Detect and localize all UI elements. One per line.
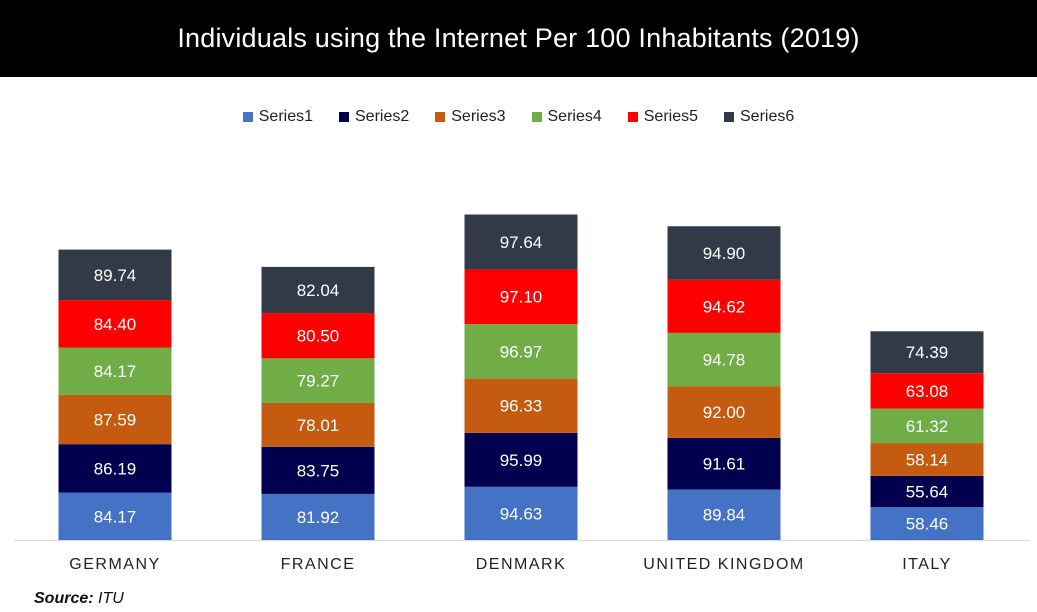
legend-label: Series1 — [258, 108, 313, 125]
bar-segment-united-kingdom-series3 — [667, 386, 781, 438]
data-label: 83.75 — [297, 461, 340, 480]
chart-title: Individuals using the Internet Per 100 I… — [177, 23, 860, 53]
legend-label: Series5 — [643, 108, 698, 125]
data-label: 96.97 — [500, 342, 543, 361]
bar-segment-germany-series2 — [58, 444, 172, 493]
bar-segment-italy-series6 — [870, 331, 984, 374]
data-label: 55.64 — [906, 482, 949, 501]
data-label: 58.14 — [906, 450, 949, 469]
legend-swatch — [724, 112, 734, 122]
data-label: 89.74 — [94, 266, 137, 285]
legend: Series1 Series2 Series3 Series4 Series5 Serie… — [0, 104, 1037, 130]
category-label: GERMANY — [69, 556, 160, 573]
bar-segment-germany-series1 — [58, 492, 172, 540]
bar-segment-italy-series3 — [870, 443, 984, 476]
data-label: 84.40 — [94, 315, 137, 334]
bar-segment-france-series1 — [261, 493, 375, 540]
data-label: 81.92 — [297, 508, 340, 527]
data-label: 61.32 — [906, 417, 949, 436]
data-label: 97.10 — [500, 288, 543, 307]
bar-segment-italy-series2 — [870, 475, 984, 508]
data-label: 82.04 — [297, 281, 340, 300]
legend-item-series3: Series3 — [435, 108, 506, 126]
bar-segment-italy-series5 — [870, 373, 984, 409]
bar-segment-united-kingdom-series5 — [667, 279, 781, 333]
legend-label: Series6 — [740, 108, 795, 125]
legend-label: Series3 — [451, 108, 506, 125]
data-label: 84.17 — [94, 362, 137, 381]
title-bar: Individuals using the Internet Per 100 I… — [0, 0, 1037, 77]
data-label: 95.99 — [500, 451, 543, 470]
data-label: 63.08 — [906, 382, 949, 401]
bar-segment-united-kingdom-series6 — [667, 226, 781, 280]
bar-segment-france-series6 — [261, 266, 375, 314]
bar-segment-germany-series6 — [58, 249, 172, 301]
legend-swatch — [242, 112, 253, 122]
bar-segment-united-kingdom-series4 — [667, 332, 781, 387]
legend-item-series6: Series6 — [724, 108, 794, 126]
bar-segment-denmark-series4 — [464, 324, 578, 379]
data-label: 79.27 — [297, 372, 340, 391]
bar-segment-germany-series4 — [58, 347, 172, 395]
data-label: 78.01 — [297, 416, 340, 435]
bar-segment-denmark-series2 — [464, 432, 578, 487]
bar-segment-denmark-series5 — [464, 269, 578, 325]
legend-label: Series4 — [547, 108, 602, 125]
data-label: 91.61 — [703, 455, 746, 474]
data-label: 58.46 — [906, 515, 949, 534]
bar-segment-france-series5 — [261, 313, 375, 359]
data-label: 74.39 — [906, 343, 949, 362]
legend-swatch — [435, 112, 446, 122]
bar-segment-france-series3 — [261, 402, 375, 447]
data-label: 92.00 — [703, 403, 746, 422]
legend-item-series1: Series1 — [242, 108, 313, 126]
bar-segment-denmark-series6 — [464, 214, 578, 270]
legend-label: Series2 — [355, 108, 410, 125]
data-label: 97.64 — [500, 233, 543, 252]
legend-item-series4: Series4 — [531, 108, 602, 126]
bar-segment-united-kingdom-series2 — [667, 437, 781, 490]
bar-segment-italy-series4 — [870, 408, 984, 444]
category-label: UNITED KINGDOM — [643, 556, 804, 573]
data-label: 89.84 — [703, 506, 746, 525]
data-label: 86.19 — [94, 459, 137, 478]
source-note: Source: ITU — [34, 590, 124, 608]
bar-segment-denmark-series1 — [464, 486, 578, 540]
legend-swatch — [531, 112, 542, 122]
data-label: 96.33 — [500, 397, 543, 416]
legend-item-series5: Series5 — [627, 108, 698, 126]
data-label: 94.63 — [500, 504, 543, 523]
data-label: 94.62 — [703, 297, 746, 316]
category-label: FRANCE — [281, 556, 356, 573]
data-label: 94.90 — [703, 244, 746, 263]
bar-segment-denmark-series3 — [464, 378, 578, 433]
data-label: 80.50 — [297, 327, 340, 346]
source-value: ITU — [98, 590, 124, 607]
bar-segment-germany-series3 — [58, 394, 172, 445]
legend-swatch — [627, 112, 638, 122]
legend-swatch — [339, 112, 349, 122]
legend-item-series2: Series2 — [339, 108, 409, 126]
data-label: 94.78 — [703, 351, 746, 370]
data-label: 84.17 — [94, 507, 137, 526]
bar-segment-italy-series1 — [870, 507, 984, 540]
bar-segment-france-series2 — [261, 446, 375, 494]
source-label: Source: — [34, 590, 94, 607]
category-label: DENMARK — [476, 556, 567, 573]
data-label: 87.59 — [94, 411, 137, 430]
bar-segment-united-kingdom-series1 — [667, 489, 781, 540]
bar-segment-germany-series5 — [58, 300, 172, 348]
bar-segment-france-series4 — [261, 358, 375, 403]
category-label: ITALY — [902, 556, 952, 573]
